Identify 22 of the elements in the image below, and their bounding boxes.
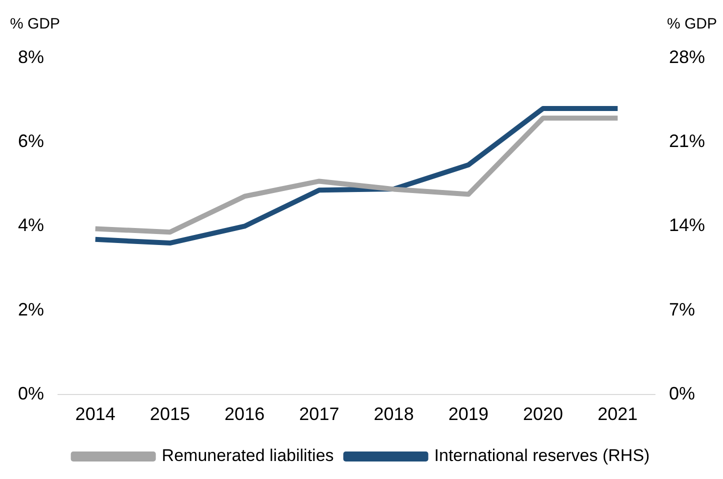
y-tick-label: 0% (18, 383, 44, 404)
x-tick-label: 2014 (75, 404, 116, 424)
y-axis-title: % GDP (10, 16, 60, 33)
x-tick-label: 2019 (448, 404, 488, 424)
legend-label: Remunerated liabilities (162, 446, 334, 466)
y2-axis-title: % GDP (666, 16, 717, 33)
x-tick-label: 2021 (598, 404, 638, 424)
legend-label: International reserves (RHS) (434, 446, 650, 466)
x-tick-label: 2017 (299, 404, 340, 424)
y2-tick-label: 7% (668, 299, 695, 320)
x-tick-label: 2020 (523, 404, 564, 424)
x-tick-label: 2016 (224, 404, 265, 424)
y-tick-label: 4% (18, 215, 44, 236)
y2-tick-label: 14% (668, 215, 706, 236)
y2-tick-label: 28% (668, 46, 706, 67)
y-tick-label: 2% (18, 299, 44, 320)
y2-tick-label: 21% (668, 131, 706, 152)
y-tick-label: 6% (18, 131, 44, 152)
x-tick-label: 2018 (374, 404, 414, 424)
y-tick-label: 8% (18, 46, 44, 67)
x-tick-label: 2015 (150, 404, 190, 424)
y2-tick-label: 0% (668, 383, 695, 404)
